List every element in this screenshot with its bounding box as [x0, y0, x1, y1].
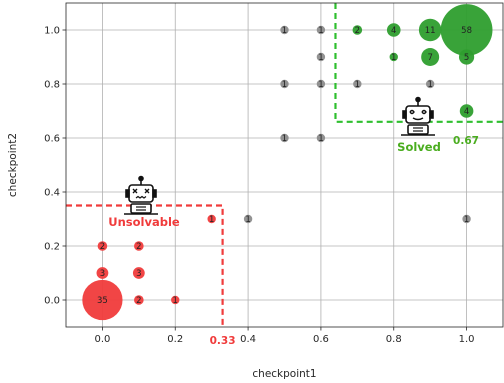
- happy-robot-icon: [401, 98, 435, 136]
- unsolvable-threshold-label: 0.33: [210, 335, 236, 347]
- unsolvable-bubble-count: 35: [97, 296, 108, 306]
- unsolvable-bubble-count: 3: [100, 269, 105, 279]
- unsolvable-bubble-count: 3: [136, 269, 141, 279]
- unsolvable-region-label: Unsolvable: [108, 215, 180, 229]
- other-bubble-count: 1: [318, 134, 323, 144]
- other-bubble-count: 1: [427, 80, 432, 90]
- x-tick-label: 0.2: [167, 334, 183, 345]
- solved-bubble-count: 5: [464, 53, 469, 63]
- other-bubble-count: 1: [318, 26, 323, 36]
- solved-bubble-count: 4: [464, 107, 469, 117]
- x-tick-label: 0.4: [240, 334, 256, 345]
- solved-bubble-count: 7: [427, 53, 432, 63]
- y-tick-label: 0.8: [44, 80, 60, 91]
- solved-bubble-count: 11: [425, 26, 436, 36]
- solved-bubble-count: 58: [461, 26, 472, 36]
- grid-lines: [66, 3, 503, 327]
- unsolvable-bubble-count: 2: [136, 242, 141, 252]
- unsolvable-bubble-count: 1: [209, 215, 214, 225]
- solved-region-label: Solved: [397, 140, 441, 154]
- plot-frame: [66, 3, 503, 327]
- x-tick-label: 0.0: [94, 334, 110, 345]
- other-bubble-count: 1: [282, 26, 287, 36]
- x-axis-title: checkpoint1: [252, 368, 316, 380]
- other-bubble-count: 1: [464, 215, 469, 225]
- y-tick-label: 0.6: [44, 134, 60, 145]
- unsolvable-bubble-count: 2: [136, 296, 141, 306]
- dead-robot-icon: [124, 177, 158, 215]
- solved-bubble-count: 1: [391, 53, 396, 63]
- y-axis-title: checkpoint2: [7, 133, 19, 197]
- other-bubble-count: 1: [245, 215, 250, 225]
- other-bubble-count: 1: [318, 53, 323, 63]
- other-bubble-count: 1: [282, 80, 287, 90]
- y-tick-label: 0.2: [44, 242, 60, 253]
- y-tick-label: 1.0: [44, 26, 60, 37]
- x-tick-label: 1.0: [459, 334, 475, 345]
- unsolvable-bubble-count: 2: [100, 242, 105, 252]
- x-tick-label: 0.6: [313, 334, 329, 345]
- x-tick-label: 0.8: [386, 334, 402, 345]
- y-tick-label: 0.0: [44, 296, 60, 307]
- solved-bubble-count: 2: [355, 26, 360, 36]
- unsolvable-bubble-count: 1: [173, 296, 178, 306]
- solved-threshold-label: 0.67: [453, 135, 479, 147]
- solved-bubble-count: 4: [391, 26, 396, 36]
- other-bubble-count: 1: [282, 134, 287, 144]
- other-bubble-count: 1: [318, 80, 323, 90]
- other-bubble-count: 1: [355, 80, 360, 90]
- y-tick-label: 0.4: [44, 188, 60, 199]
